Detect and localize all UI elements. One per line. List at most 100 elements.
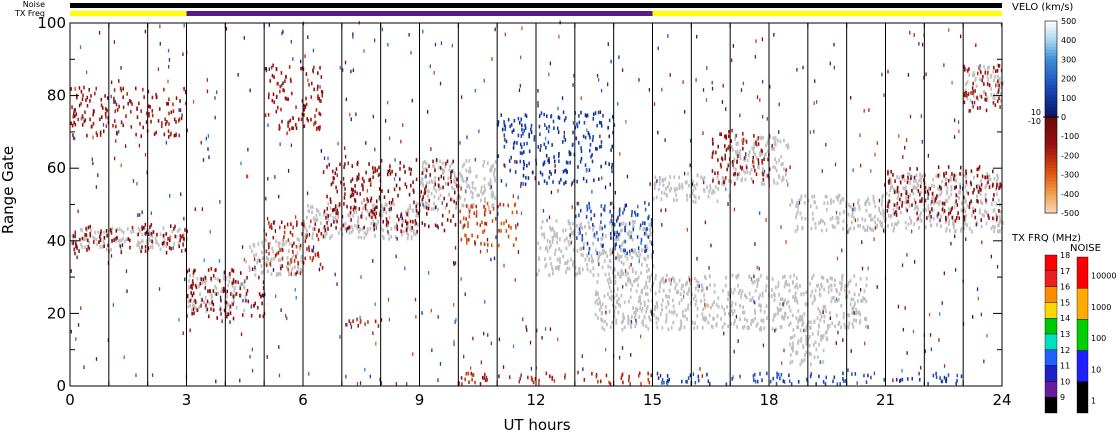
- velocity-cell: [87, 225, 90, 230]
- velocity-cell: [435, 205, 437, 210]
- velocity-cell: [577, 165, 579, 169]
- velocity-cell: [524, 126, 527, 130]
- ground-scatter-cell: [646, 233, 648, 238]
- ground-scatter-cell: [613, 309, 616, 313]
- velocity-cell: [215, 292, 218, 297]
- velocity-cell: [483, 212, 486, 217]
- velocity-cell: [209, 230, 211, 234]
- velocity-cell: [317, 96, 319, 101]
- ground-scatter-cell: [800, 339, 802, 344]
- velocity-cell: [565, 160, 568, 165]
- ground-scatter-cell: [964, 88, 967, 93]
- velocity-cell: [704, 220, 707, 225]
- velocity-cell: [724, 176, 727, 180]
- velocity-cell: [441, 222, 443, 227]
- velocity-cell: [459, 209, 461, 214]
- velocity-cell: [443, 176, 445, 181]
- ground-scatter-cell: [936, 200, 939, 205]
- velocity-cell: [320, 231, 323, 236]
- ground-scatter-cell: [752, 146, 754, 151]
- velocity-cell: [229, 311, 232, 316]
- ground-scatter-cell: [999, 99, 1002, 103]
- velocity-cell: [822, 380, 825, 384]
- velocity-cell: [369, 183, 372, 187]
- velocity-cell: [223, 270, 226, 275]
- velocity-cell: [978, 165, 981, 169]
- velocity-cell: [602, 113, 604, 118]
- velocity-cell: [711, 169, 714, 173]
- velocity-cell: [113, 119, 116, 123]
- ground-scatter-cell: [643, 303, 646, 307]
- velocity-cell: [622, 248, 625, 253]
- ground-scatter-cell: [678, 175, 681, 180]
- velocity-cell: [582, 134, 585, 139]
- ground-scatter-cell: [830, 299, 833, 304]
- velocity-cell: [994, 69, 997, 73]
- ground-scatter-cell: [600, 243, 603, 248]
- ground-scatter-cell: [381, 204, 383, 209]
- ground-scatter-cell: [286, 256, 289, 260]
- velocity-cell: [317, 229, 320, 233]
- ground-scatter-cell: [245, 259, 247, 264]
- ground-scatter-cell: [790, 346, 793, 350]
- velocity-cell: [981, 240, 983, 245]
- ground-scatter-cell: [356, 223, 359, 228]
- velocity-cell: [997, 90, 1000, 94]
- ground-scatter-cell: [829, 311, 831, 315]
- velocity-cell: [219, 307, 222, 312]
- ground-scatter-cell: [793, 333, 796, 338]
- ground-scatter-cell: [551, 240, 554, 244]
- ground-scatter-cell: [270, 272, 273, 276]
- ground-scatter-cell: [597, 296, 600, 301]
- velocity-cell: [897, 304, 900, 309]
- ground-scatter-cell: [757, 277, 760, 282]
- ground-scatter-cell: [739, 149, 742, 153]
- velocity-cell: [467, 224, 469, 229]
- velocity-cell: [815, 382, 817, 386]
- velocity-colorbar-swatch: [1045, 123, 1057, 128]
- velocity-cell: [556, 126, 559, 131]
- ground-scatter-cell: [654, 175, 657, 180]
- ground-scatter-cell: [1001, 81, 1004, 86]
- velocity-cell: [122, 105, 125, 110]
- velocity-cell: [279, 248, 281, 253]
- ground-scatter-cell: [845, 284, 848, 288]
- velocity-cell: [192, 307, 195, 311]
- velocity-cell: [731, 160, 734, 164]
- velocity-cell: [638, 259, 640, 264]
- velocity-cell: [847, 230, 849, 234]
- velocity-cell: [518, 121, 521, 125]
- ground-scatter-cell: [837, 297, 840, 302]
- ground-scatter-cell: [635, 321, 638, 326]
- velocity-cell: [955, 185, 958, 189]
- ground-scatter-cell: [795, 296, 798, 301]
- ground-scatter-cell: [85, 237, 87, 241]
- velocity-cell: [287, 261, 289, 265]
- velocity-cell: [643, 231, 646, 236]
- velocity-cell: [409, 219, 412, 224]
- velocity-cell: [406, 382, 408, 386]
- velocity-cell: [249, 88, 251, 93]
- velocity-cell: [311, 258, 314, 263]
- ground-scatter-cell: [920, 176, 922, 181]
- ground-scatter-cell: [85, 228, 88, 233]
- ground-scatter-cell: [660, 277, 663, 282]
- velocity-cell: [306, 117, 309, 121]
- ground-scatter-cell: [667, 327, 670, 332]
- velocity-cell: [274, 294, 277, 298]
- velocity-cell: [974, 208, 977, 213]
- ground-scatter-cell: [638, 295, 641, 300]
- velocity-cell: [984, 71, 987, 75]
- velocity-cell: [287, 120, 290, 125]
- velocity-cell: [89, 224, 91, 229]
- velocity-cell: [867, 325, 869, 329]
- velocity-cell: [611, 201, 613, 206]
- velocity-cell: [352, 35, 354, 39]
- ground-scatter-cell: [717, 305, 720, 309]
- velocity-cell: [941, 301, 943, 305]
- velocity-cell: [100, 97, 103, 102]
- ground-scatter-cell: [571, 231, 574, 236]
- velocity-cell: [538, 378, 540, 383]
- ground-scatter-cell: [407, 207, 410, 212]
- velocity-cell: [78, 103, 81, 108]
